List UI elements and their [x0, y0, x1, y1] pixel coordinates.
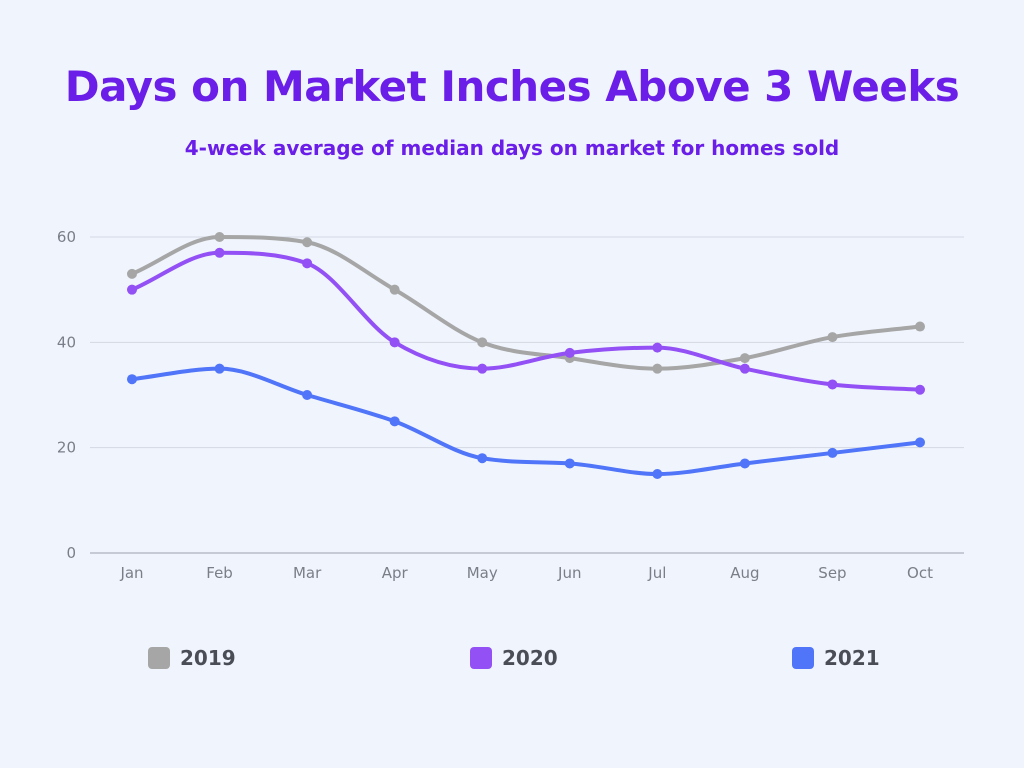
data-point-2019 — [127, 268, 137, 279]
x-tick-label: Sep — [818, 564, 846, 582]
series-2020 — [127, 247, 925, 395]
grid-lines — [90, 236, 964, 554]
data-point-2019 — [915, 321, 925, 332]
data-point-2020 — [127, 284, 137, 295]
series-2019 — [127, 232, 925, 374]
x-tick-label: Jul — [647, 564, 666, 582]
legend-swatch-2021 — [792, 647, 814, 669]
x-axis-ticks: Jan Feb Mar Apr May Jun Jul Aug Sep Oct — [119, 564, 933, 582]
x-tick-label: Feb — [206, 564, 233, 582]
data-point-2020 — [477, 363, 488, 374]
data-point-2020 — [389, 337, 400, 348]
x-tick-label: Aug — [730, 564, 759, 582]
data-point-2020 — [652, 342, 663, 353]
data-point-2019 — [302, 237, 313, 248]
data-point-2019 — [652, 363, 663, 374]
x-tick-label: Jun — [557, 564, 581, 582]
legend-item-2021: 2021 — [792, 646, 880, 670]
series-line-2020 — [130, 250, 922, 392]
series-lines — [127, 232, 925, 479]
data-point-2021 — [564, 458, 575, 469]
y-tick-label: 0 — [66, 544, 76, 562]
data-point-2020 — [214, 247, 225, 258]
chart-subtitle: 4-week average of median days on market … — [184, 136, 840, 160]
legend-label-2019: 2019 — [180, 646, 236, 670]
legend-item-2020: 2020 — [470, 646, 558, 670]
legend-swatch-2020 — [470, 647, 492, 669]
data-point-2020 — [302, 258, 313, 269]
data-point-2019 — [389, 284, 400, 295]
data-point-2021 — [127, 374, 137, 385]
data-point-2021 — [652, 469, 663, 479]
data-point-2021 — [389, 416, 400, 427]
data-point-2021 — [915, 437, 925, 448]
series-line-2019 — [130, 235, 922, 371]
x-tick-label: Mar — [293, 564, 322, 582]
legend-swatch-2019 — [148, 647, 170, 669]
x-tick-label: Oct — [907, 564, 933, 582]
data-point-2020 — [739, 363, 750, 374]
line-chart: 0 20 40 60 Jan Feb Mar Apr May Jun Jul Aug Sep Oct — [57, 228, 964, 582]
data-point-2021 — [827, 447, 838, 458]
y-tick-label: 40 — [57, 333, 76, 351]
data-point-2020 — [827, 379, 838, 390]
y-tick-label: 20 — [57, 439, 76, 457]
y-tick-label: 60 — [57, 228, 76, 246]
data-point-2019 — [477, 337, 488, 348]
legend: 2019 2020 2021 — [0, 646, 1024, 676]
series-line-2021 — [130, 366, 922, 476]
data-point-2021 — [214, 363, 225, 374]
series-2021 — [127, 363, 925, 479]
legend-item-2019: 2019 — [148, 646, 236, 670]
data-point-2019 — [214, 232, 225, 242]
legend-label-2020: 2020 — [502, 646, 558, 670]
x-tick-label: May — [467, 564, 498, 582]
x-tick-label: Apr — [382, 564, 409, 582]
data-point-2020 — [915, 384, 925, 395]
data-point-2021 — [739, 458, 750, 469]
data-point-2019 — [739, 353, 750, 364]
legend-label-2021: 2021 — [824, 646, 880, 670]
y-axis-ticks: 0 20 40 60 — [57, 228, 76, 562]
x-tick-label: Jan — [119, 564, 143, 582]
data-point-2020 — [564, 347, 575, 358]
chart-title: Days on Market Inches Above 3 Weeks — [64, 62, 960, 111]
data-point-2021 — [477, 453, 488, 464]
data-point-2019 — [827, 332, 838, 343]
data-point-2021 — [302, 390, 313, 400]
